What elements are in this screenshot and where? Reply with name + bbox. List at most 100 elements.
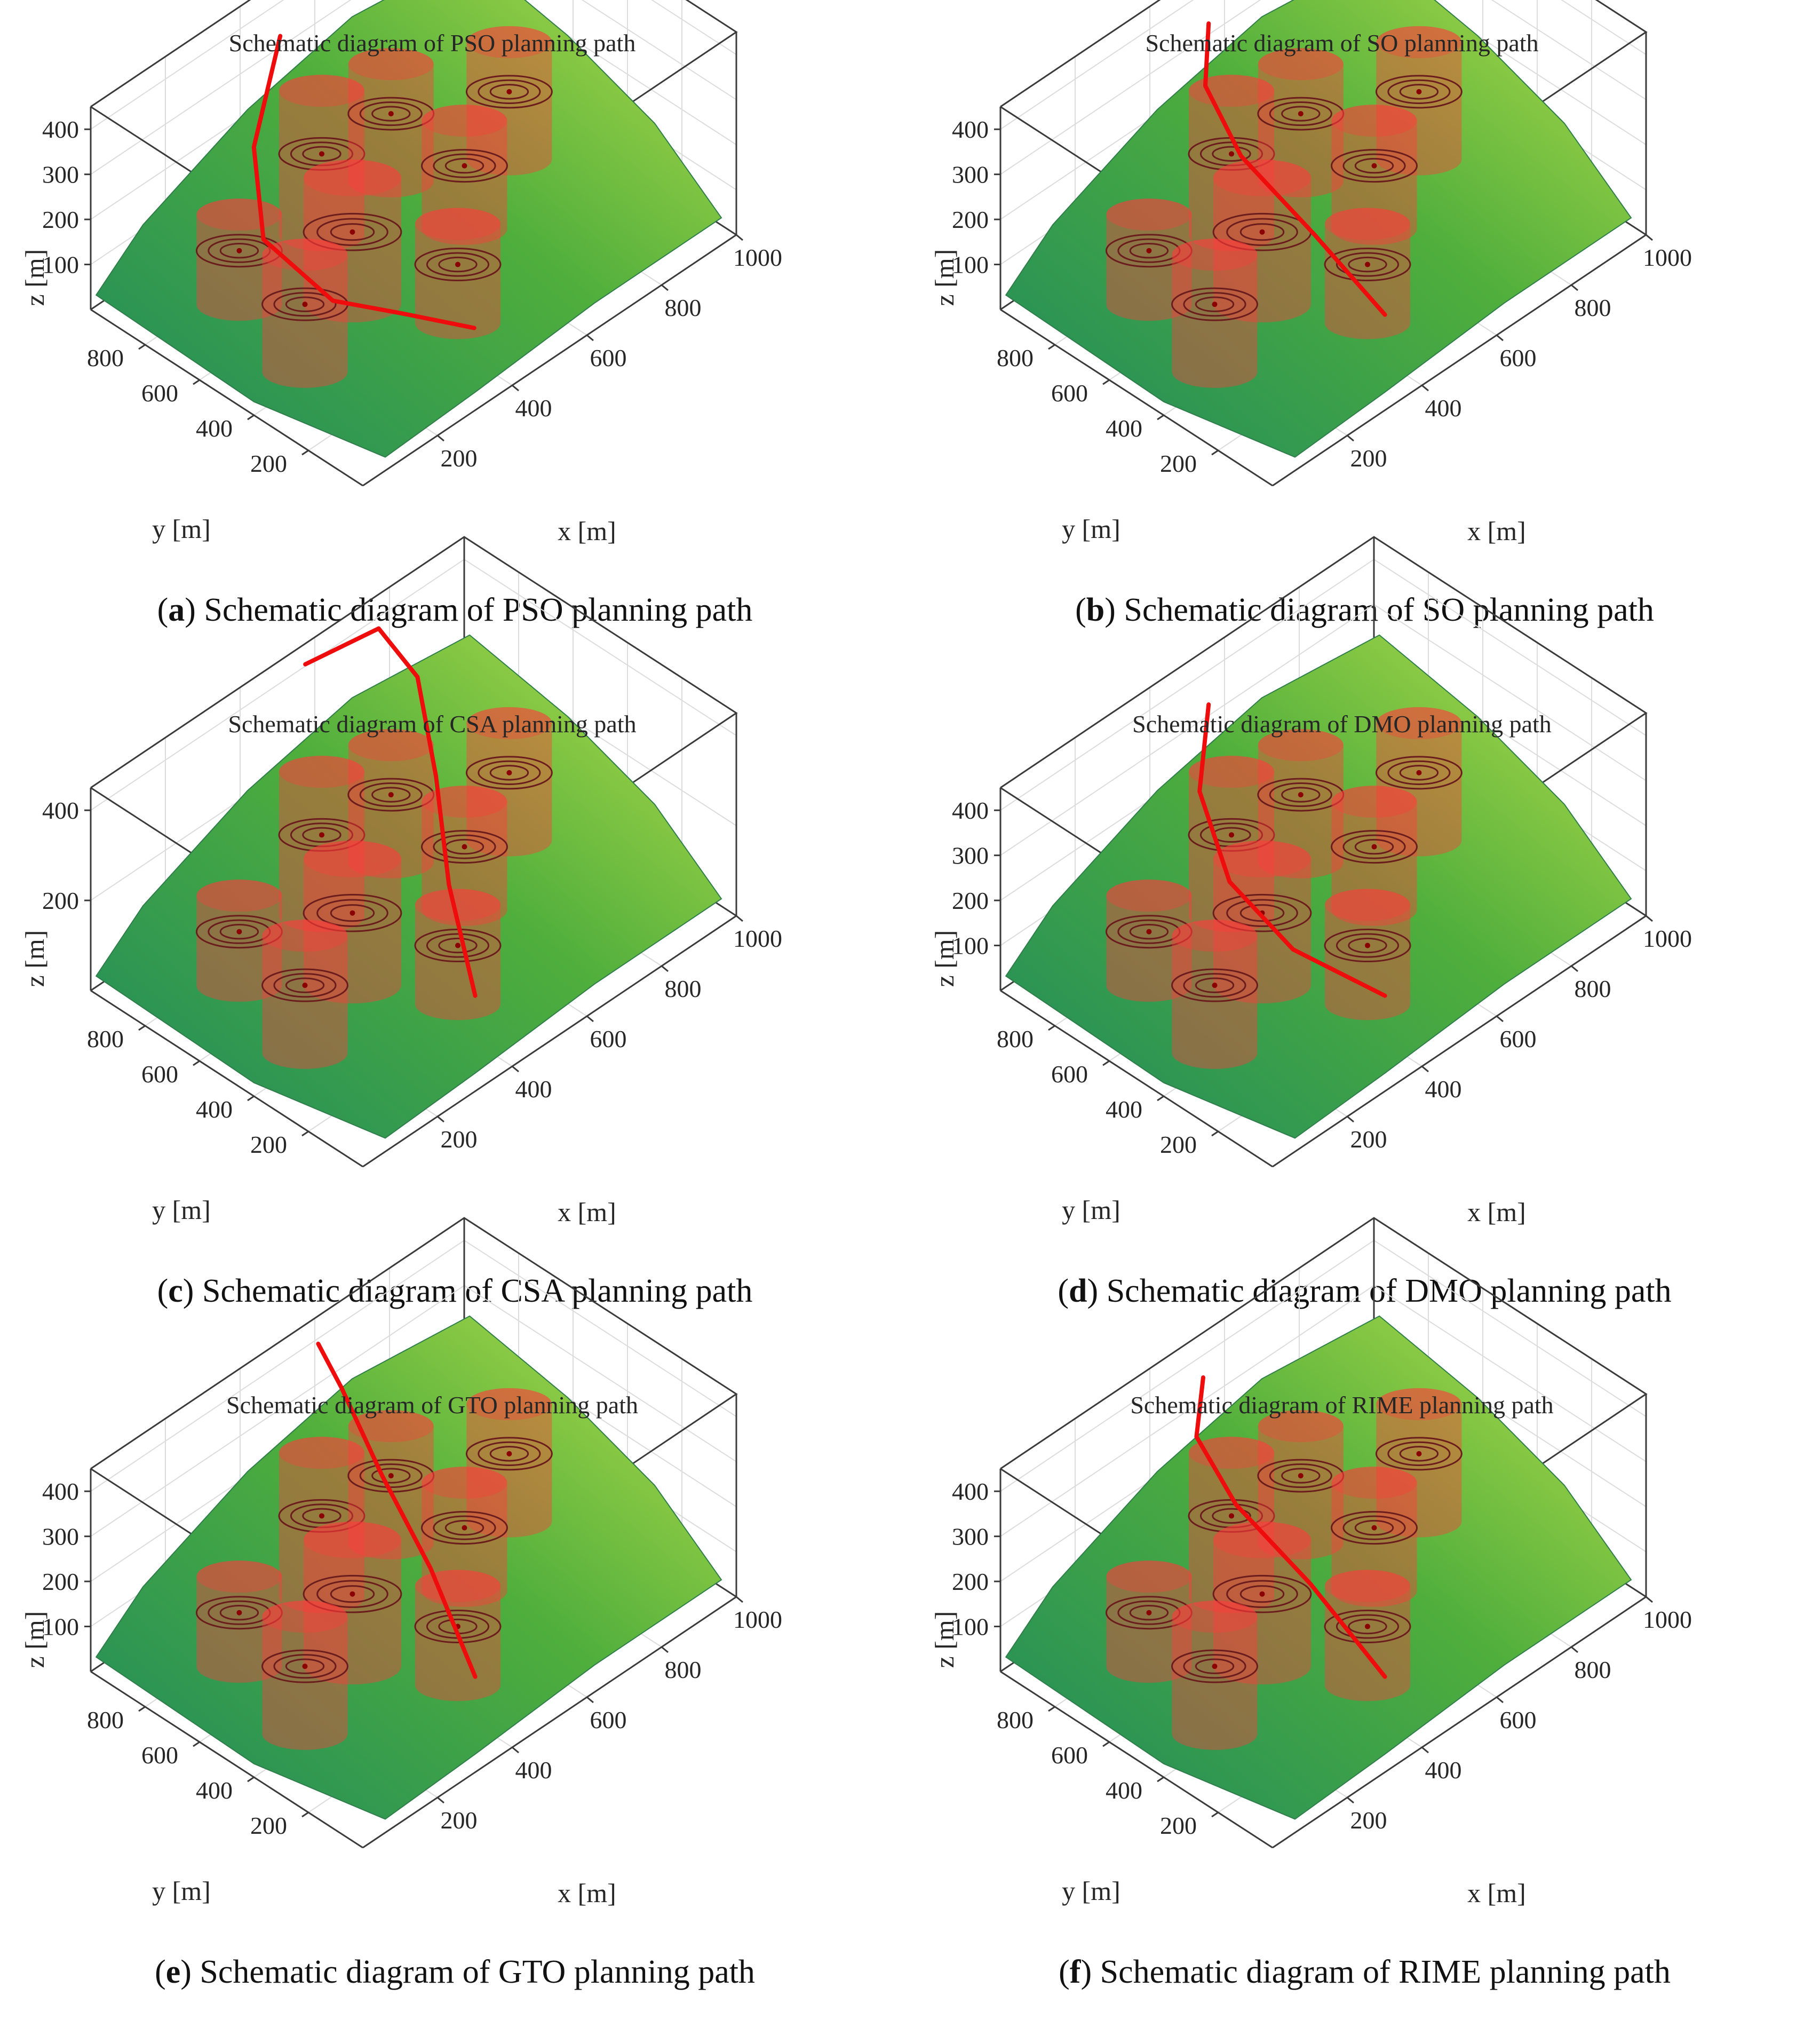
x-tick-mark	[661, 1646, 669, 1653]
cylinder-top	[422, 786, 507, 818]
x-tick-label: 400	[515, 394, 552, 422]
y-tick-label: 800	[997, 1706, 1034, 1733]
x-tick-label: 800	[1575, 975, 1611, 1002]
threat-ring	[465, 756, 553, 790]
terrain-surface	[95, 0, 722, 458]
z-tick-label: 200	[42, 1568, 79, 1595]
threat-ring	[302, 1508, 341, 1524]
terrain-surface	[95, 634, 722, 1139]
figure-caption: (f) Schematic diagram of RIME planning p…	[1059, 1954, 1671, 1990]
y-tick-label: 200	[1160, 1812, 1197, 1839]
x-tick-label: 800	[1575, 1656, 1611, 1683]
threat-center	[1416, 1451, 1422, 1456]
threat-ring	[465, 1437, 553, 1471]
cylinder-top	[1331, 1467, 1417, 1499]
threat-center	[1212, 983, 1218, 988]
threat-center	[506, 1451, 512, 1456]
threat-cylinder	[1257, 1410, 1345, 1559]
z-axis-label: z [m]	[20, 249, 50, 306]
threat-ring	[1399, 1446, 1439, 1462]
y-tick-mark	[1102, 1741, 1110, 1747]
threat-cylinder	[1324, 208, 1411, 339]
x-axis-line	[362, 234, 737, 487]
threat-center	[1212, 302, 1218, 307]
cylinder-top	[1325, 208, 1410, 240]
cylinder-body	[1213, 1522, 1311, 1685]
cylinder-body	[348, 729, 434, 878]
threat-ring	[208, 919, 271, 944]
threat-center	[1229, 151, 1234, 157]
threat-ring	[1105, 915, 1193, 949]
threat-center	[1365, 1624, 1370, 1629]
cylinder-body	[1331, 105, 1417, 245]
z-tick-label: 400	[952, 116, 989, 143]
threat-ring	[1117, 1600, 1181, 1625]
cylinder-body	[304, 1522, 401, 1685]
threat-ring	[1199, 1503, 1263, 1529]
x-axis-label: x [m]	[558, 1197, 616, 1227]
x-tick-label: 1000	[733, 925, 782, 952]
threat-ring	[208, 238, 271, 263]
x-axis-label: x [m]	[558, 516, 616, 546]
threat-ring	[261, 1649, 348, 1683]
threat-cylinder	[1171, 920, 1258, 1069]
cylinder-body	[1172, 920, 1258, 1069]
threat-ring	[1324, 929, 1411, 963]
threat-ring	[330, 904, 375, 922]
y-tick-label: 600	[1051, 379, 1088, 407]
x-tick-label: 400	[1425, 394, 1462, 422]
plot-title: Schematic diagram of RIME planning path	[1130, 1391, 1553, 1419]
threat-ring	[273, 973, 337, 998]
y-axis-label: y [m]	[1062, 1876, 1120, 1906]
x-tick-label: 1000	[733, 244, 782, 271]
threat-ring	[478, 79, 541, 104]
cylinder-top	[1331, 105, 1417, 137]
threat-ring	[1324, 248, 1411, 282]
x-axis-line	[1272, 234, 1647, 487]
x-tick-label: 600	[590, 344, 627, 371]
tick-labels: 200 400 600 800 1000 200 400 600 800 100 200 300 400	[952, 1478, 1692, 1839]
plot-title: Schematic diagram of DMO planning path	[1132, 710, 1552, 738]
x-tick-mark	[1347, 1796, 1354, 1804]
threat-cylinder	[303, 841, 402, 1004]
cylinder-top	[262, 920, 348, 952]
threat-ring	[195, 915, 283, 949]
x-tick-mark	[512, 1065, 519, 1073]
z-tick-label: 400	[952, 797, 989, 824]
cylinder-body	[1189, 756, 1274, 932]
z-tick-label: 400	[42, 797, 79, 824]
cylinder-body	[1213, 841, 1311, 1004]
cylinder-body	[1376, 26, 1462, 176]
threat-cylinder	[1257, 729, 1345, 878]
x-tick-mark	[1571, 965, 1578, 972]
cylinder-body	[1106, 1561, 1192, 1683]
threat-ring	[1257, 97, 1345, 131]
threat-cylinder	[261, 920, 348, 1069]
x-tick-mark	[437, 434, 444, 442]
grid-line	[90, 0, 737, 220]
z-axis-label: z [m]	[20, 1611, 50, 1668]
y-tick-label: 600	[141, 1741, 178, 1769]
threat-ring	[478, 760, 541, 785]
figure-caption: (e) Schematic diagram of GTO planning pa…	[155, 1954, 755, 1990]
cylinder-top	[304, 160, 401, 196]
threat-ring	[1281, 1468, 1321, 1484]
cylinder-top	[279, 756, 364, 788]
y-tick-label: 600	[141, 379, 178, 407]
terrain-surface	[1005, 0, 1632, 458]
x-axis-line	[362, 1596, 737, 1849]
y-axis-label: y [m]	[1062, 514, 1120, 544]
threat-ring	[371, 787, 411, 803]
threat-ring	[414, 248, 502, 282]
threat-cylinders	[195, 707, 553, 1069]
chart-panel: 200 400 600 800 1000 200 400 600 800 100 200 300 400…	[910, 1217, 1819, 2043]
plot-title: Schematic diagram of GTO planning path	[226, 1391, 638, 1419]
x-tick-mark	[1496, 1015, 1504, 1023]
x-axis-line	[1272, 915, 1647, 1168]
y-tick-mark	[193, 379, 200, 385]
cylinder-body	[1189, 75, 1274, 251]
planning-path	[1197, 702, 1387, 998]
threat-ring	[1342, 834, 1406, 859]
threat-center	[388, 792, 394, 798]
threat-ring	[1342, 1515, 1406, 1540]
